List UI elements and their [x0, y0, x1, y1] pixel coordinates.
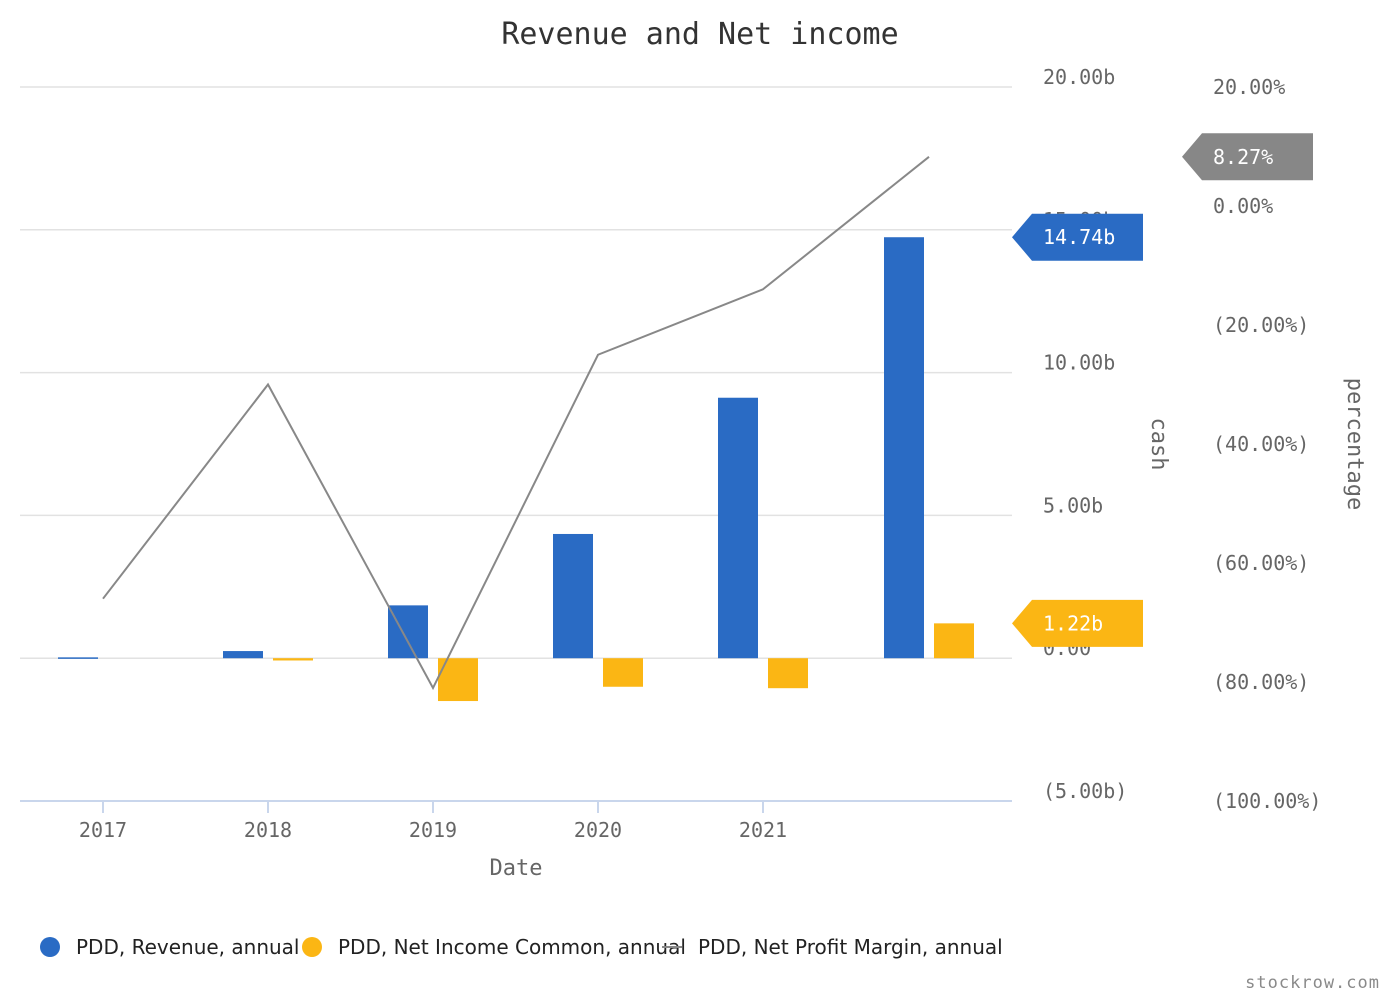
- left-tick-label: 10.00b: [1043, 351, 1115, 375]
- revenue-bar: [553, 533, 593, 659]
- last-value-tags: 8.27% 14.74b 1.22b: [1012, 133, 1313, 647]
- grid: [20, 86, 1012, 802]
- legend-label-net-margin: PDD, Net Profit Margin, annual: [698, 935, 1003, 959]
- right-axis-ticks: 20.00% 0.00% (20.00%) (40.00%) (60.00%) (80.0…: [1213, 75, 1321, 813]
- watermark: stockrow.com: [1245, 973, 1380, 993]
- chart-title: Revenue and Net income: [501, 17, 898, 52]
- left-tick-label: 5.00b: [1043, 493, 1103, 517]
- last-value-tag-label: 8.27%: [1213, 145, 1273, 169]
- x-axis-ticks: 2017 2018 2019 2020 2021: [79, 801, 787, 842]
- legend-item-revenue[interactable]: PDD, Revenue, annual: [40, 935, 300, 959]
- right-tick-label: (40.00%): [1213, 432, 1309, 456]
- legend-label-revenue: PDD, Revenue, annual: [76, 935, 300, 959]
- net-income-bar: [603, 658, 643, 687]
- right-tick-label: (80.00%): [1213, 670, 1309, 694]
- left-tick-label: 20.00b: [1043, 65, 1115, 89]
- right-tick-label: 0.00%: [1213, 194, 1273, 218]
- x-tick-label: 2018: [244, 818, 292, 842]
- last-value-tag-label: 1.22b: [1043, 611, 1103, 635]
- legend-item-net-income[interactable]: PDD, Net Income Common, annual: [302, 935, 686, 959]
- net-income-bar: [934, 623, 974, 659]
- revenue-bar: [388, 605, 428, 659]
- right-tick-label: 20.00%: [1213, 75, 1285, 99]
- x-tick-label: 2021: [739, 818, 787, 842]
- revenue-dot-icon: [40, 937, 60, 957]
- margin-line-icon: [662, 946, 682, 948]
- x-tick-label: 2017: [79, 818, 127, 842]
- x-axis-label: Date: [490, 856, 543, 881]
- right-tick-label: (60.00%): [1213, 551, 1309, 575]
- revenue-bar: [884, 237, 924, 659]
- net-income-bar: [768, 658, 808, 689]
- last-value-tag-label: 14.74b: [1043, 225, 1115, 249]
- revenue-bar: [718, 397, 758, 659]
- revenue-bar: [58, 657, 98, 659]
- x-tick-label: 2019: [409, 818, 457, 842]
- last-value-tag: [1012, 213, 1143, 261]
- right-tick-label: (20.00%): [1213, 313, 1309, 337]
- last-value-tag: [1182, 133, 1313, 181]
- left-axis-label: cash: [1146, 418, 1171, 471]
- legend-item-net-margin[interactable]: PDD, Net Profit Margin, annual: [662, 935, 1003, 959]
- bars: [58, 237, 974, 702]
- margin-line-path: [102, 156, 930, 691]
- x-tick-label: 2020: [574, 818, 622, 842]
- right-axis-label: percentage: [1342, 378, 1367, 510]
- last-value-tag: [1012, 599, 1143, 647]
- margin-line: [102, 156, 930, 691]
- right-tick-label: (100.00%): [1213, 789, 1321, 813]
- net-income-bar: [273, 658, 313, 661]
- legend-label-net-income: PDD, Net Income Common, annual: [338, 935, 686, 959]
- left-tick-label: (5.00b): [1043, 779, 1127, 803]
- revenue-bar: [223, 651, 263, 659]
- net-income-dot-icon: [302, 937, 322, 957]
